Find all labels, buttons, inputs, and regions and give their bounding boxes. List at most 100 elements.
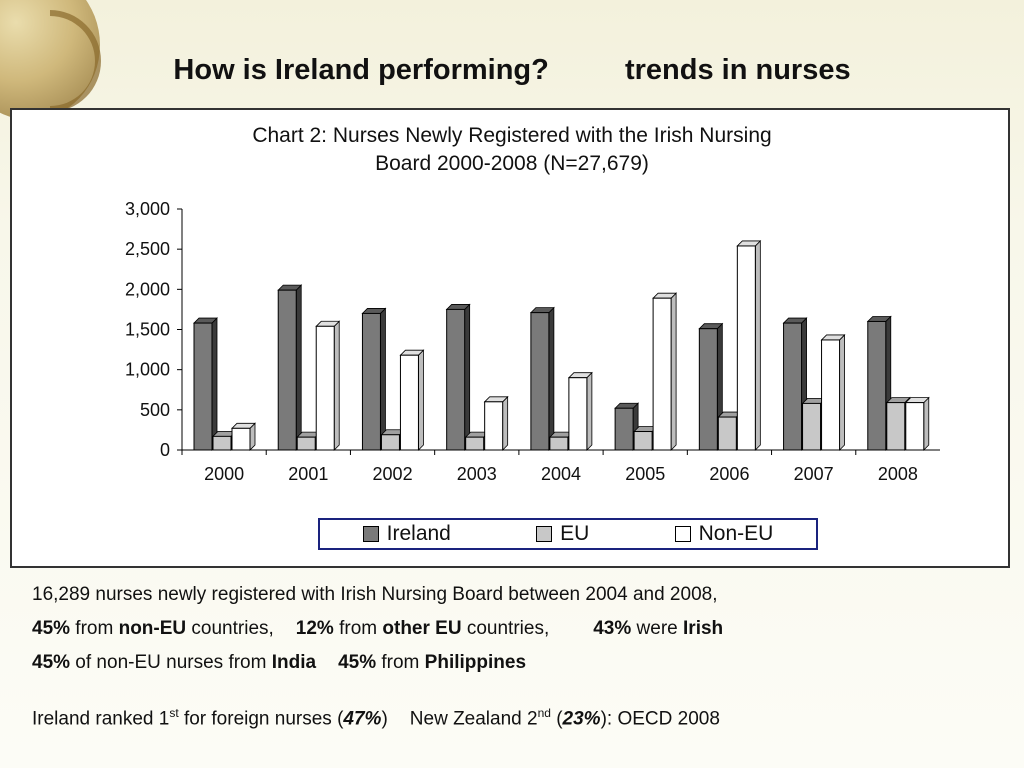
note-text: countries, [461, 618, 550, 639]
chart-container: Chart 2: Nurses Newly Registered with th… [10, 108, 1010, 568]
stat-other-eu-label: other EU [382, 618, 462, 639]
stat-non-eu-pct: 45% [32, 618, 71, 639]
bar-non-eu [315, 325, 335, 451]
note-text: of non-EU nurses from [70, 652, 272, 673]
y-tick-label: 1,500 [125, 320, 170, 340]
legend-swatch-non-eu [674, 526, 691, 542]
bar-eu [549, 436, 569, 451]
legend-label-non-eu: Non-EU [698, 522, 774, 545]
bar-side-non-eu [670, 292, 677, 451]
ordinal-suffix: st [169, 706, 179, 720]
note-line-4: Ireland ranked 1st for foreign nurses (4… [32, 696, 1012, 736]
stat-irish-label: Irish [683, 618, 724, 639]
bar-non-eu [568, 377, 588, 451]
bar-eu [296, 436, 316, 451]
bar-eu [380, 434, 400, 451]
bar-side-non-eu [502, 395, 509, 451]
note-text: ) [381, 708, 388, 730]
bar-non-eu [399, 354, 419, 451]
bar-ireland [698, 328, 718, 451]
note-text: New Zealand 2 [409, 708, 538, 730]
stat-non-eu-label: non-EU [118, 618, 187, 639]
legend-item-eu: EU [536, 522, 589, 546]
nz-foreign-pct: 23% [562, 708, 601, 730]
y-tick-label: 500 [140, 400, 170, 420]
note-text: Ireland ranked 1 [32, 708, 170, 730]
chart-title-line1: Chart 2: Nurses Newly Registered with th… [252, 124, 772, 147]
bar-eu [465, 436, 485, 451]
legend-label-ireland: Ireland [386, 522, 451, 545]
bar-side-non-eu [839, 333, 845, 451]
bar-side-ireland [295, 284, 302, 451]
x-tick-label: 2007 [794, 464, 834, 484]
bar-ireland [446, 308, 466, 451]
ireland-foreign-pct: 47% [343, 708, 382, 730]
bar-non-eu [821, 339, 841, 451]
bar-side-non-eu [333, 320, 340, 451]
x-tick-label: 2006 [709, 464, 749, 484]
stat-philippines-pct: 45% [338, 652, 377, 673]
bar-ireland [277, 289, 297, 451]
bar-chart: 0 500 1,000 1,500 2,000 2,500 3,000 2000 2001 200… [125, 199, 940, 484]
bar-eu [802, 402, 822, 451]
note-line-2: 45% from non-EU countries, 12% from other… [32, 612, 1012, 646]
note-text: for foreign nurses ( [178, 708, 344, 730]
slide-title: How is Ireland performing? trends in nur… [0, 54, 1024, 87]
bar-ireland [614, 407, 634, 451]
note-text: from [376, 652, 425, 673]
bar-side-ireland [464, 303, 471, 451]
x-tick-label: 2004 [541, 464, 581, 484]
chart-title-line2: Board 2000-2008 (N=27,679) [375, 152, 649, 175]
slide-title-right: trends in nurses [624, 54, 851, 86]
stat-other-eu-pct: 12% [295, 618, 334, 639]
bar-ireland [867, 320, 887, 451]
note-text: countries, [186, 618, 274, 639]
x-tick-label: 2005 [625, 464, 665, 484]
bar-side-non-eu [754, 239, 761, 451]
x-tick-label: 2000 [204, 464, 244, 484]
note-text: from [333, 618, 383, 639]
y-tick-label: 3,000 [125, 199, 170, 219]
x-tick-label: 2003 [457, 464, 497, 484]
legend-item-ireland: Ireland [362, 522, 451, 546]
chart-title: Chart 2: Nurses Newly Registered with th… [12, 122, 1012, 178]
slide-notes: 16,289 nurses newly registered with Iris… [32, 578, 1012, 736]
stat-philippines-label: Philippines [424, 652, 527, 673]
bar-eu [212, 435, 232, 451]
bar-side-ireland [211, 317, 218, 451]
chart-legend: Ireland EU Non-EU [318, 518, 818, 550]
legend-swatch-eu [536, 526, 553, 542]
bar-side-non-eu [418, 349, 424, 451]
y-tick-label: 0 [160, 440, 170, 460]
bar-non-eu [905, 402, 925, 451]
bar-eu [886, 402, 906, 451]
legend-item-non-eu: Non-EU [674, 522, 774, 546]
note-text: ( [550, 708, 563, 730]
ordinal-suffix: nd [537, 706, 551, 720]
bar-ireland [783, 322, 803, 451]
slide-title-left: How is Ireland performing? [173, 54, 549, 86]
bar-side-non-eu [586, 371, 593, 451]
legend-swatch-ireland [362, 526, 379, 542]
note-text: ): OECD 2008 [600, 708, 720, 730]
x-tick-label: 2001 [288, 464, 328, 484]
note-line-3: 45% of non-EU nurses from India 45% from … [32, 646, 1012, 680]
note-text: were [631, 618, 684, 639]
note-text: from [70, 618, 119, 639]
y-tick-label: 2,500 [125, 239, 170, 259]
stat-irish-pct: 43% [593, 618, 632, 639]
y-tick-label: 1,000 [125, 360, 170, 380]
x-tick-label: 2008 [878, 464, 918, 484]
bar-eu [717, 416, 737, 451]
note-line-1: 16,289 nurses newly registered with Iris… [32, 584, 718, 605]
bar-non-eu [736, 245, 756, 451]
bar-side-non-eu [923, 396, 930, 451]
bar-side-ireland [380, 307, 386, 451]
bar-non-eu [484, 401, 504, 451]
x-tick-label: 2002 [373, 464, 413, 484]
bar-non-eu [652, 297, 672, 451]
stat-india-pct: 45% [32, 652, 71, 673]
legend-label-eu: EU [560, 522, 590, 545]
bar-ireland [530, 312, 550, 451]
bar-non-eu [231, 427, 251, 451]
